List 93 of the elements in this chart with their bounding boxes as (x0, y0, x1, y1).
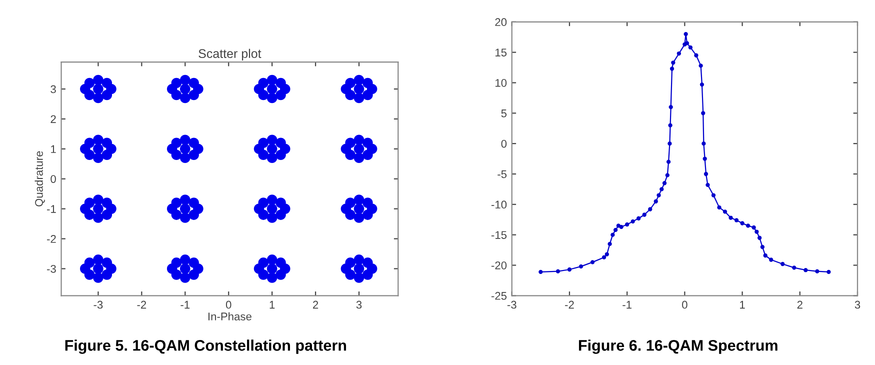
x-tick-label: -3 (94, 300, 103, 309)
point (701, 111, 706, 116)
y-axis-title: Quadrature (34, 151, 45, 206)
point (671, 60, 676, 65)
point (538, 270, 543, 274)
x-tick-label: 1 (270, 300, 275, 309)
y-tick-label: 2 (50, 115, 56, 123)
point (702, 141, 706, 146)
point (752, 225, 756, 230)
caption: Figure 5. 16-QAM Constellation pattern (65, 340, 346, 354)
x-tick-label: -1 (622, 300, 632, 309)
y-tick-label: 3 (50, 85, 56, 94)
x-tick-label: -1 (180, 300, 190, 309)
point (604, 252, 610, 256)
point (706, 182, 710, 188)
point (769, 258, 774, 262)
point (590, 260, 595, 264)
y-tick-label: 0 (50, 175, 56, 183)
point (760, 244, 765, 250)
point (688, 45, 693, 50)
point (702, 156, 707, 161)
x-tick-label: 0 (226, 300, 232, 309)
point (616, 224, 621, 228)
y-tick-label: -15 (491, 231, 507, 239)
point (734, 218, 739, 222)
x-tick-label: 3 (356, 300, 362, 309)
x-tick-label: 2 (313, 300, 318, 309)
point (556, 269, 560, 274)
point (613, 228, 618, 232)
point (763, 253, 768, 258)
y-tick-label: -10 (491, 200, 507, 209)
y-tick-label: 10 (496, 79, 507, 87)
y-tick-label: -1 (47, 205, 56, 213)
point (698, 64, 703, 68)
point (711, 193, 716, 198)
point (608, 242, 612, 246)
point (625, 222, 630, 227)
point (656, 193, 661, 198)
y-tick-label: 5 (501, 110, 507, 118)
y-tick-label: 1 (51, 145, 56, 153)
point (567, 267, 572, 272)
y-tick-label: -20 (491, 262, 507, 270)
point (610, 232, 615, 237)
point (792, 266, 796, 270)
point (668, 123, 672, 128)
point (722, 210, 728, 214)
point (578, 264, 584, 269)
point (648, 207, 652, 212)
point (694, 53, 698, 58)
point (728, 216, 733, 220)
x-tick-label: 2 (797, 300, 802, 309)
point (654, 199, 658, 204)
point (668, 104, 673, 110)
y-tick-label: -5 (498, 170, 507, 178)
y-tick-label: -25 (491, 292, 507, 300)
point (676, 51, 682, 56)
point (630, 219, 635, 224)
point (602, 255, 606, 260)
y-tick-label: 0 (501, 140, 507, 148)
point (668, 141, 672, 146)
point (660, 187, 664, 192)
point (746, 224, 750, 228)
point (780, 262, 785, 266)
x-tick-label: 3 (854, 300, 860, 309)
point (757, 236, 762, 240)
y-tick-label: -2 (47, 235, 56, 243)
y-tick-label: -3 (47, 264, 56, 273)
point (826, 270, 831, 274)
point (636, 216, 641, 220)
chart-title: Scatter plot (198, 48, 262, 60)
point (740, 221, 744, 226)
x-tick-label: 1 (740, 300, 745, 309)
point (754, 230, 759, 234)
point (804, 268, 808, 272)
point (665, 173, 670, 178)
point (662, 181, 667, 186)
point (670, 66, 674, 71)
x-tick-label: -2 (565, 300, 574, 309)
point (815, 269, 820, 274)
y-tick-label: 15 (496, 48, 507, 56)
point (700, 82, 704, 87)
point (666, 160, 671, 164)
x-tick-label: 0 (682, 300, 688, 309)
point (704, 172, 708, 176)
x-tick-label: -3 (507, 300, 516, 309)
caption: Figure 6. 16-QAM Spectrum (578, 340, 778, 354)
y-tick-label: 20 (495, 18, 507, 26)
point (684, 32, 688, 36)
point (717, 205, 722, 210)
x-axis-title: In-Phase (208, 312, 252, 320)
point (619, 224, 624, 229)
point (642, 212, 646, 217)
x-tick-label: -2 (137, 300, 146, 309)
